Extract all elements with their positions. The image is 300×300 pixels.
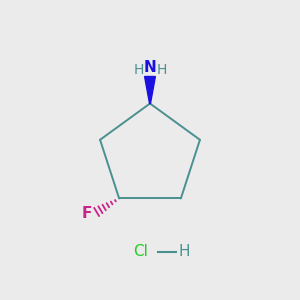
Text: Cl: Cl [134, 244, 148, 260]
Text: H: H [179, 244, 190, 260]
Polygon shape [145, 76, 155, 103]
Text: H: H [156, 63, 167, 77]
Text: N: N [144, 60, 156, 75]
Text: H: H [134, 63, 144, 77]
Text: F: F [82, 206, 92, 221]
